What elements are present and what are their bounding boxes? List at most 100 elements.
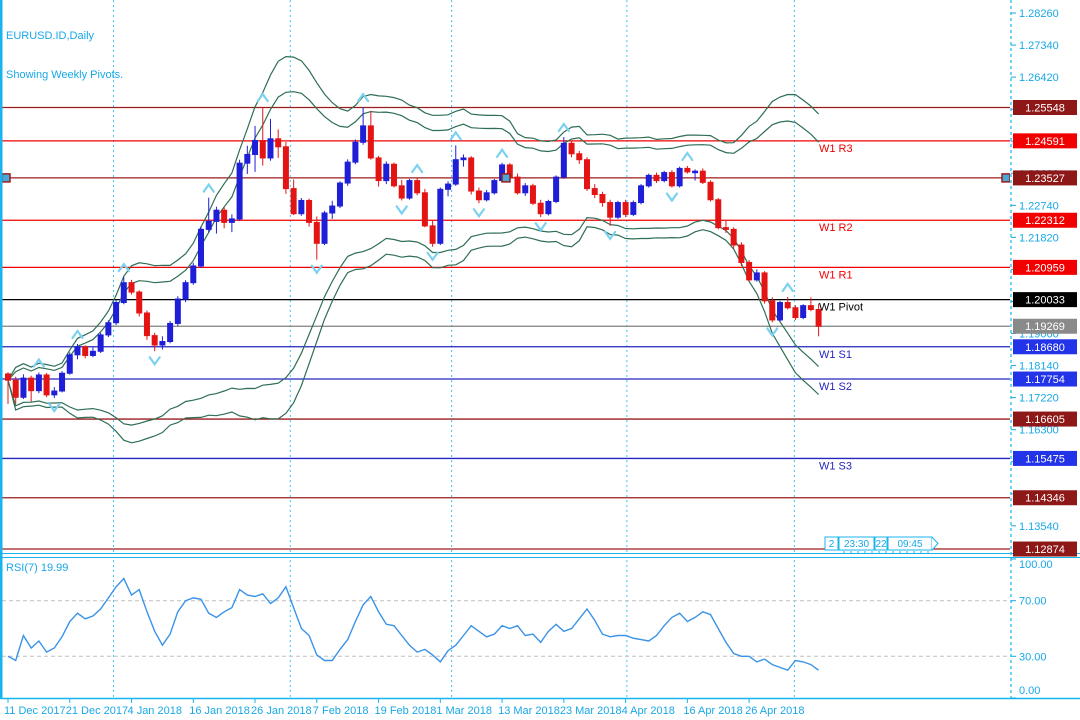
- candles-layer: [5, 107, 822, 404]
- bull-candle: [545, 200, 552, 215]
- bull-candle: [205, 220, 212, 230]
- bear-candle: [43, 374, 50, 396]
- rsi-line: [7, 577, 820, 672]
- svg-text:W1 S3: W1 S3: [819, 460, 852, 472]
- rsi-tick-label: 100.00: [1019, 559, 1053, 571]
- bear-candle: [599, 194, 606, 204]
- bull-candle: [213, 209, 220, 222]
- bear-candle: [259, 140, 266, 159]
- bull-candle: [105, 322, 112, 336]
- date-tick-label: 23 Mar 2018: [560, 705, 622, 717]
- bear-candle: [769, 300, 776, 321]
- fractal-up-icon: [71, 329, 84, 340]
- bear-candle: [807, 305, 814, 310]
- price-tick-label: 1.16300: [1019, 425, 1059, 437]
- fractal-down-icon: [48, 402, 61, 413]
- date-tick-label: 4 Jan 2018: [128, 705, 182, 717]
- bear-candle: [375, 157, 382, 182]
- bull-candle: [244, 153, 251, 164]
- month-separators: [112, 0, 795, 698]
- fractal-up-icon: [256, 92, 269, 103]
- price-tick-label: 1.28260: [1019, 8, 1059, 20]
- rsi-pane[interactable]: [2, 577, 1010, 672]
- bull-candle: [252, 140, 259, 155]
- bull-candle: [159, 341, 166, 346]
- fractal-down-icon: [310, 264, 323, 275]
- rsi-axis[interactable]: 100.00 70.00 30.00 0.00: [1011, 558, 1053, 699]
- bull-candle: [236, 162, 243, 220]
- bull-candle: [452, 159, 459, 185]
- fractal-down-icon: [604, 230, 617, 241]
- time-axis[interactable]: 11 Dec 2017 21 Dec 2017 4 Jan 2018 16 Jan 2…: [4, 698, 804, 717]
- bull-candle: [74, 346, 81, 356]
- bull-candle: [59, 372, 66, 392]
- bear-candle: [730, 228, 737, 246]
- bear-candle: [529, 185, 536, 204]
- bear-candle: [275, 138, 282, 148]
- time-marker-arrow-icon: [931, 536, 939, 551]
- rsi-indicator-label: RSI(7) 19.99: [6, 562, 69, 574]
- date-tick-label: 26 Apr 2018: [745, 705, 804, 717]
- level-price-badge: [1013, 133, 1077, 149]
- price-tick-label: 1.26420: [1019, 72, 1059, 84]
- level-price-badge: [1013, 371, 1077, 387]
- bull-candle: [753, 272, 760, 281]
- svg-text:W1 R2: W1 R2: [819, 222, 853, 234]
- bear-candle: [792, 307, 799, 319]
- bear-candle: [282, 146, 289, 190]
- subtitle-label: Showing Weekly Pivots.: [6, 69, 124, 81]
- bull-candle: [344, 161, 351, 184]
- bear-candle: [143, 312, 150, 337]
- svg-text:09:45: 09:45: [897, 539, 922, 550]
- bull-candle: [638, 185, 645, 204]
- bear-candle: [290, 188, 297, 215]
- price-tick-label: 1.17220: [1019, 393, 1059, 405]
- bear-candle: [738, 244, 745, 263]
- rsi-tick-label: 0.00: [1019, 685, 1040, 697]
- time-marker-boxes[interactable]: 2 23:30 22 09:45: [824, 536, 939, 555]
- bear-candle: [128, 282, 135, 293]
- bear-candle: [653, 174, 660, 182]
- bull-candle: [167, 322, 174, 343]
- level-price-badge: [1013, 259, 1077, 275]
- svg-text:1.24591: 1.24591: [1025, 136, 1065, 148]
- date-tick-label: 4 Apr 2018: [622, 705, 675, 717]
- fractal-down-icon: [148, 356, 161, 367]
- fractal-up-icon: [495, 147, 509, 158]
- bull-candle: [630, 202, 637, 215]
- bull-candle: [97, 334, 104, 352]
- svg-text:1.15475: 1.15475: [1025, 453, 1065, 465]
- price-tick-label: 1.22740: [1019, 200, 1059, 212]
- date-tick-label: 26 Jan 2018: [251, 705, 312, 717]
- fractal-down-icon: [665, 192, 679, 203]
- bull-candle: [645, 174, 652, 187]
- bear-candle: [429, 225, 436, 244]
- svg-text:W1 Pivot: W1 Pivot: [819, 302, 863, 314]
- bull-candle: [89, 350, 96, 356]
- pane-separator[interactable]: [0, 553, 1080, 558]
- bull-candle: [329, 205, 336, 214]
- price-tick-label: 1.13540: [1019, 521, 1059, 533]
- selected-line-handles[interactable]: [2, 173, 1010, 183]
- fractal-down-icon: [472, 208, 486, 219]
- bear-candle: [715, 199, 722, 229]
- fractal-up-icon: [411, 163, 424, 174]
- bull-candle: [661, 172, 668, 182]
- bull-candle: [352, 141, 359, 163]
- bear-candle: [514, 176, 521, 194]
- bear-candle: [622, 202, 629, 215]
- bull-candle: [20, 377, 27, 398]
- bear-candle: [784, 302, 791, 309]
- svg-text:23:30: 23:30: [844, 539, 869, 550]
- fractal-up-icon: [117, 262, 130, 273]
- fractal-up-icon: [449, 130, 462, 141]
- svg-text:1.12874: 1.12874: [1025, 544, 1065, 556]
- bear-candle: [584, 159, 590, 190]
- fractal-down-icon: [395, 205, 408, 216]
- bear-candle: [607, 202, 614, 218]
- main-price-pane[interactable]: [2, 55, 1010, 550]
- level-price-badge: [1013, 490, 1077, 506]
- svg-text:W1 S2: W1 S2: [819, 381, 852, 393]
